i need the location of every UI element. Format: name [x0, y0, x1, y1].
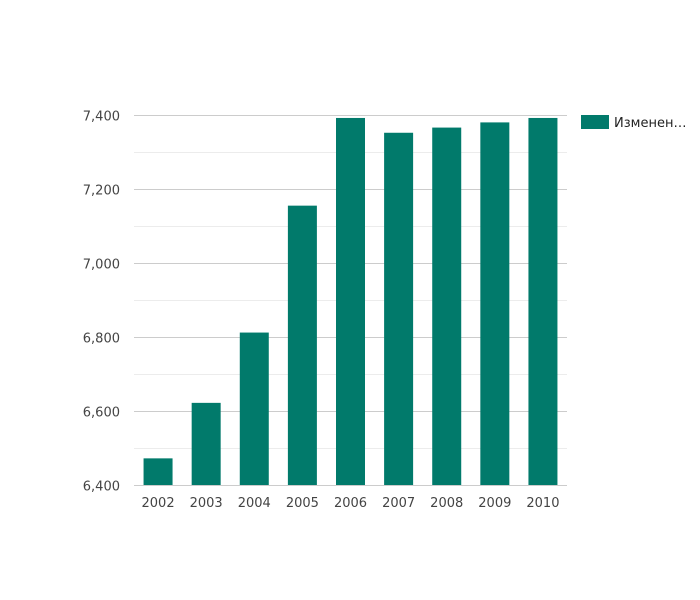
bar-2002[interactable]	[143, 458, 173, 485]
x-tick-label: 2010	[526, 496, 559, 511]
bar-2003[interactable]	[191, 402, 221, 485]
x-axis: 2002 2003 2004 2005 2006 2007 2008 2009 2010	[142, 496, 560, 511]
bar-2006[interactable]	[336, 117, 365, 486]
y-axis: 6,400 6,600 6,800 7,000 7,200 7,400	[83, 110, 120, 495]
x-tick-label: 2005	[286, 496, 319, 511]
x-tick-label: 2008	[430, 496, 463, 511]
bars	[143, 117, 558, 486]
x-tick-label: 2002	[142, 496, 175, 511]
y-tick-label: 6,400	[83, 480, 120, 495]
y-tick-label: 7,400	[83, 110, 120, 125]
bar-2005[interactable]	[287, 205, 317, 485]
x-tick-label: 2009	[478, 496, 511, 511]
bar-2007[interactable]	[384, 132, 414, 485]
x-tick-label: 2007	[382, 496, 415, 511]
legend-label: Изменен…	[614, 116, 686, 131]
bar-2010[interactable]	[528, 117, 558, 486]
y-tick-label: 6,600	[83, 406, 120, 421]
y-tick-label: 7,000	[83, 258, 120, 273]
x-tick-label: 2004	[238, 496, 271, 511]
bar-2008[interactable]	[432, 127, 462, 485]
legend[interactable]: Изменен…	[581, 115, 686, 131]
x-tick-label: 2006	[334, 496, 367, 511]
bar-2004[interactable]	[239, 332, 269, 485]
y-tick-label: 6,800	[83, 332, 120, 347]
legend-swatch	[581, 115, 609, 129]
bar-2009[interactable]	[480, 122, 510, 486]
y-tick-label: 7,200	[83, 184, 120, 199]
x-tick-label: 2003	[190, 496, 223, 511]
